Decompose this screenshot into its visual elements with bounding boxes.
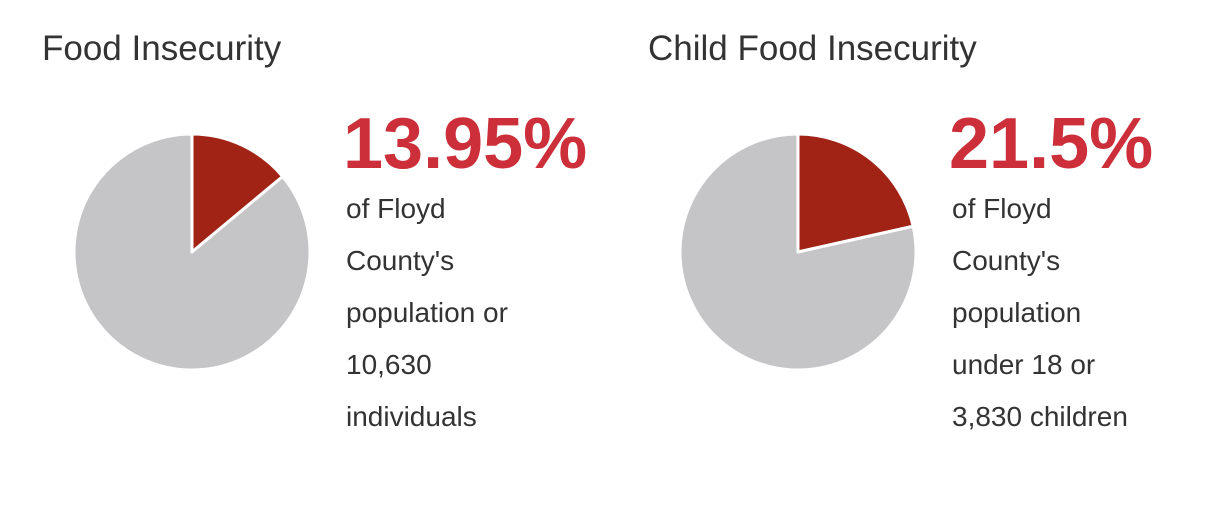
chart-title: Food Insecurity xyxy=(42,29,282,68)
description-line: of Floyd xyxy=(346,193,446,224)
description-line: of Floyd xyxy=(952,193,1052,224)
pie-slice xyxy=(678,132,918,372)
value-label: 21.5% xyxy=(949,104,1153,184)
pie-slice xyxy=(72,132,312,372)
pie-slice xyxy=(796,132,915,254)
value-label: 13.95% xyxy=(343,104,587,184)
description-line: 10,630 xyxy=(346,349,432,380)
description-line: population xyxy=(952,297,1081,328)
pie-slice xyxy=(190,132,285,254)
description-line: County's xyxy=(346,245,454,276)
description-line: County's xyxy=(952,245,1060,276)
description-line: 3,830 children xyxy=(952,401,1128,432)
description-line: under 18 or xyxy=(952,349,1095,380)
description-line: population or xyxy=(346,297,508,328)
description-line: individuals xyxy=(346,401,477,432)
chart-title: Child Food Insecurity xyxy=(648,29,977,68)
